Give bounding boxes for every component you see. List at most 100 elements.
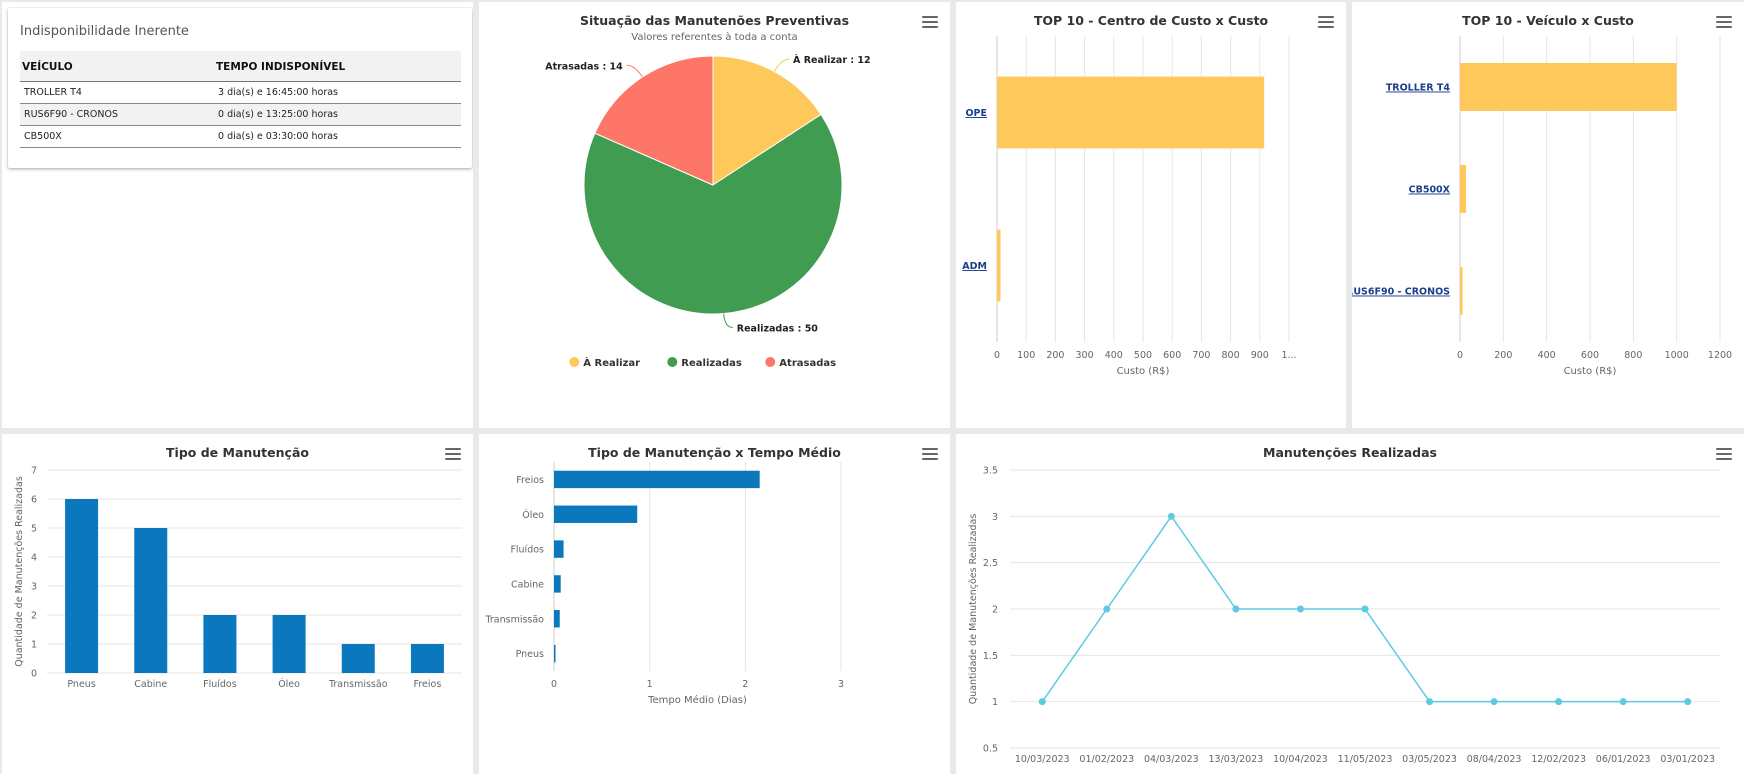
data-point[interactable] (1232, 605, 1240, 613)
pie-connector-1 (723, 313, 733, 329)
x-tick-label: 200 (1046, 350, 1064, 361)
menu-icon[interactable] (445, 448, 461, 460)
menu-icon[interactable] (1716, 16, 1732, 28)
bar[interactable] (997, 76, 1265, 149)
bar[interactable] (554, 644, 556, 663)
data-point[interactable] (1361, 605, 1369, 613)
cell-tempo: 0 dia(s) e 13:25:00 horas (214, 103, 461, 126)
x-tick-label: 1000 (1665, 350, 1689, 361)
centro-custo-panel: TOP 10 - Centro de Custo x Custo 0 100 200… (956, 2, 1346, 428)
header-veiculo: VEÍCULO (20, 51, 214, 82)
menu-icon[interactable] (1318, 16, 1334, 28)
bar[interactable] (410, 644, 444, 673)
indisponibilidade-card: Indisponibilidade Inerente VEÍCULO TEMPO… (8, 8, 472, 168)
bar[interactable] (554, 540, 564, 558)
y-tick-label: 4 (31, 553, 37, 564)
bar[interactable] (997, 229, 1001, 302)
x-tick-label: 200 (1494, 350, 1512, 361)
legend-marker[interactable] (569, 357, 580, 367)
x-tick-label: 01/02/2023 (1079, 754, 1134, 765)
tempo-medio-panel: Tipo de Manutenção x Tempo Médio 0 1 2 3 Fre… (479, 434, 950, 774)
x-tick-label: 900 (1251, 350, 1269, 361)
category-label: Fluídos (510, 545, 544, 556)
x-tick-label: 300 (1076, 350, 1094, 361)
pie-slice-1[interactable] (583, 113, 843, 315)
bar[interactable] (1460, 63, 1677, 111)
x-axis-title: Tempo Médio (Dias) (647, 694, 747, 706)
x-tick-label: Transmissão (328, 679, 388, 690)
x-tick-label: 0 (1457, 350, 1463, 361)
x-tick-label: 400 (1538, 350, 1556, 361)
x-tick-label: 600 (1163, 350, 1181, 361)
chart-title: TOP 10 - Veículo x Custo (1462, 13, 1634, 28)
legend-marker[interactable] (765, 357, 776, 367)
menu-icon[interactable] (922, 448, 938, 460)
y-tick-label: 0.5 (983, 744, 998, 755)
x-tick-label: 06/01/2023 (1596, 754, 1651, 765)
y-tick-label: 2.5 (983, 558, 998, 569)
bar[interactable] (554, 505, 638, 523)
category-label[interactable]: ADM (962, 261, 987, 272)
header-tempo: TEMPO INDISPONÍVEL (214, 51, 461, 82)
x-tick-label: Óleo (278, 678, 300, 690)
y-tick-label: 3 (31, 582, 37, 593)
tipo-manutencao-panel: Tipo de Manutenção 0 1 2 3 4 5 6 7 Pneus Cabine Fl… (2, 434, 473, 774)
bar[interactable] (1460, 267, 1463, 315)
data-point[interactable] (1619, 698, 1627, 706)
y-tick-label: 5 (31, 524, 37, 535)
legend-item[interactable]: Realizadas (681, 358, 742, 369)
pie-data-label: À Realizar : 12 (793, 54, 871, 66)
data-point[interactable] (1038, 698, 1046, 706)
category-label: Pneus (516, 649, 544, 660)
data-point[interactable] (1167, 512, 1175, 520)
y-tick-label: 0 (31, 669, 37, 680)
table-row: CB500X 0 dia(s) e 03:30:00 horas (20, 125, 461, 148)
bar[interactable] (341, 644, 375, 673)
bar[interactable] (134, 528, 168, 673)
y-tick-label: 1.5 (983, 651, 998, 662)
category-label[interactable]: CB500X (1409, 185, 1451, 196)
bar[interactable] (554, 575, 561, 593)
chart-title: Manutenções Realizadas (1263, 445, 1437, 460)
bar[interactable] (272, 615, 306, 673)
x-tick-label: 1... (1281, 350, 1296, 361)
data-point[interactable] (1103, 605, 1111, 613)
bar[interactable] (65, 499, 99, 673)
x-tick-label: Fluídos (203, 679, 237, 690)
y-tick-label: 3.5 (983, 466, 998, 477)
menu-icon[interactable] (1716, 448, 1732, 460)
y-tick-label: 1 (31, 640, 37, 651)
category-label[interactable]: RUS6F90 - CRONOS (1352, 287, 1450, 298)
menu-icon[interactable] (922, 16, 938, 28)
data-point[interactable] (1555, 698, 1563, 706)
bar[interactable] (1460, 165, 1467, 213)
x-tick-label: 10/03/2023 (1015, 754, 1070, 765)
bar[interactable] (203, 615, 237, 673)
category-label[interactable]: TROLLER T4 (1386, 83, 1451, 94)
x-tick-label: 800 (1624, 350, 1642, 361)
cell-tempo: 3 dia(s) e 16:45:00 horas (214, 81, 461, 104)
category-label[interactable]: OPE (965, 108, 987, 119)
data-point[interactable] (1684, 698, 1692, 706)
x-tick-label: 400 (1105, 350, 1123, 361)
legend-marker[interactable] (667, 357, 678, 367)
pie-slice-0[interactable] (712, 55, 822, 186)
cell-veiculo: CB500X (20, 125, 214, 148)
pie-connector-2 (626, 64, 643, 78)
y-tick-label: 1 (992, 697, 998, 708)
data-point[interactable] (1490, 698, 1498, 706)
pie-panel: Situação das Manutenões Preventivas Valo… (479, 2, 950, 428)
data-point[interactable] (1296, 605, 1304, 613)
x-tick-label: Cabine (134, 679, 167, 690)
category-label: Transmissão (484, 614, 544, 625)
tipo-manutencao-chart: 0 1 2 3 4 5 6 7 Pneus Cabine Fluídos Óleo Transmissã… (14, 466, 462, 690)
chart-subtitle: Valores referentes à toda a conta (631, 32, 798, 43)
manutencoes-realizadas-chart: 0.5 1 1.5 2 2.5 3 3.5 10/03/2023 01/02/2023 04/03… (968, 466, 1720, 765)
x-tick-label: Freios (414, 679, 442, 690)
data-point[interactable] (1426, 698, 1434, 706)
bar[interactable] (554, 470, 760, 489)
legend-item[interactable]: Atrasadas (779, 358, 836, 369)
legend-item[interactable]: À Realizar (583, 356, 640, 369)
chart-title: Tipo de Manutenção (166, 445, 309, 460)
bar[interactable] (554, 610, 560, 628)
